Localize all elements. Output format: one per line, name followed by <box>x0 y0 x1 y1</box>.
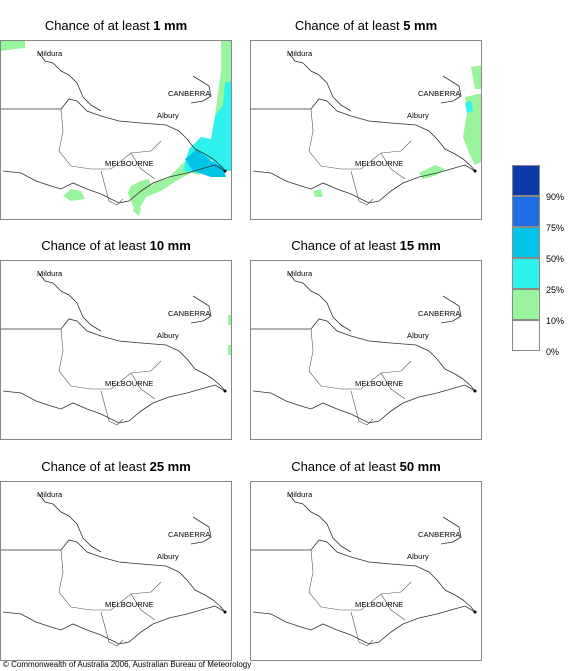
label-mildura: Mildura <box>287 269 313 278</box>
legend-swatch-50-75 <box>512 227 540 258</box>
panel-title: Chance of at least 25 mm <box>41 459 191 474</box>
legend-swatch-25-50 <box>512 258 540 289</box>
legend-swatch-90-plus <box>512 165 540 196</box>
boundaries <box>1 493 227 647</box>
legend-label-25: 25% <box>546 285 565 295</box>
legend-label-0: 0% <box>546 347 560 357</box>
label-canberra: CANBERRA <box>418 89 461 98</box>
label-melbourne: MELBOURNE <box>105 379 154 388</box>
legend-swatch-0-10 <box>512 320 540 351</box>
label-mildura: Mildura <box>287 49 313 58</box>
label-mildura: Mildura <box>37 490 63 499</box>
probability-legend: 90% 75% 50% 25% 10% 0% <box>512 165 564 357</box>
label-melbourne: MELBOURNE <box>105 159 154 168</box>
rain-probability-shading <box>1 41 231 216</box>
probability-map: Mildura CANBERRA Albury MELBOURNE <box>0 260 232 440</box>
label-albury: Albury <box>157 331 179 340</box>
legend-label-10: 10% <box>546 316 565 326</box>
label-albury: Albury <box>157 552 179 561</box>
label-albury: Albury <box>407 552 429 561</box>
label-albury: Albury <box>157 111 179 120</box>
probability-map: Mildura CANBERRA Albury MELBOURNE <box>250 481 482 661</box>
label-mildura: Mildura <box>287 490 313 499</box>
boundaries <box>1 272 227 426</box>
label-canberra: CANBERRA <box>418 309 461 318</box>
panel-title: Chance of at least 5 mm <box>294 18 438 33</box>
label-canberra: CANBERRA <box>418 530 461 539</box>
label-melbourne: MELBOURNE <box>355 379 404 388</box>
probability-map: Mildura CANBERRA Albury MELBOURNE <box>250 260 482 440</box>
probability-map: Mildura CANBERRA Albury MELBOURNE <box>0 481 232 661</box>
label-melbourne: MELBOURNE <box>105 600 154 609</box>
boundaries <box>1 52 227 206</box>
label-albury: Albury <box>407 331 429 340</box>
probability-map: Mildura CANBERRA Albury MELBOURNE <box>0 40 232 220</box>
label-mildura: Mildura <box>37 269 63 278</box>
rain-probability-shading <box>228 315 231 355</box>
boundaries <box>251 52 477 206</box>
label-mildura: Mildura <box>37 49 63 58</box>
boundaries <box>251 272 477 426</box>
panel-title: Chance of at least 50 mm <box>291 459 441 474</box>
label-canberra: CANBERRA <box>168 89 211 98</box>
legend-label-50: 50% <box>546 254 565 264</box>
legend-label-75: 75% <box>546 223 565 233</box>
label-canberra: CANBERRA <box>168 309 211 318</box>
panel-title: Chance of at least 15 mm <box>291 238 441 253</box>
label-canberra: CANBERRA <box>168 530 211 539</box>
legend-swatch-10-25 <box>512 289 540 320</box>
boundaries <box>251 493 477 647</box>
panel-title: Chance of at least 10 mm <box>41 238 191 253</box>
label-melbourne: MELBOURNE <box>355 600 404 609</box>
probability-map: Mildura CANBERRA Albury MELBOURNE <box>250 40 482 220</box>
label-melbourne: MELBOURNE <box>355 159 404 168</box>
legend-label-90: 90% <box>546 192 565 202</box>
label-albury: Albury <box>407 111 429 120</box>
legend-swatch-75-90 <box>512 196 540 227</box>
panel-title: Chance of at least 1 mm <box>44 18 188 33</box>
copyright-notice: © Commonwealth of Australia 2006, Austra… <box>3 660 252 669</box>
